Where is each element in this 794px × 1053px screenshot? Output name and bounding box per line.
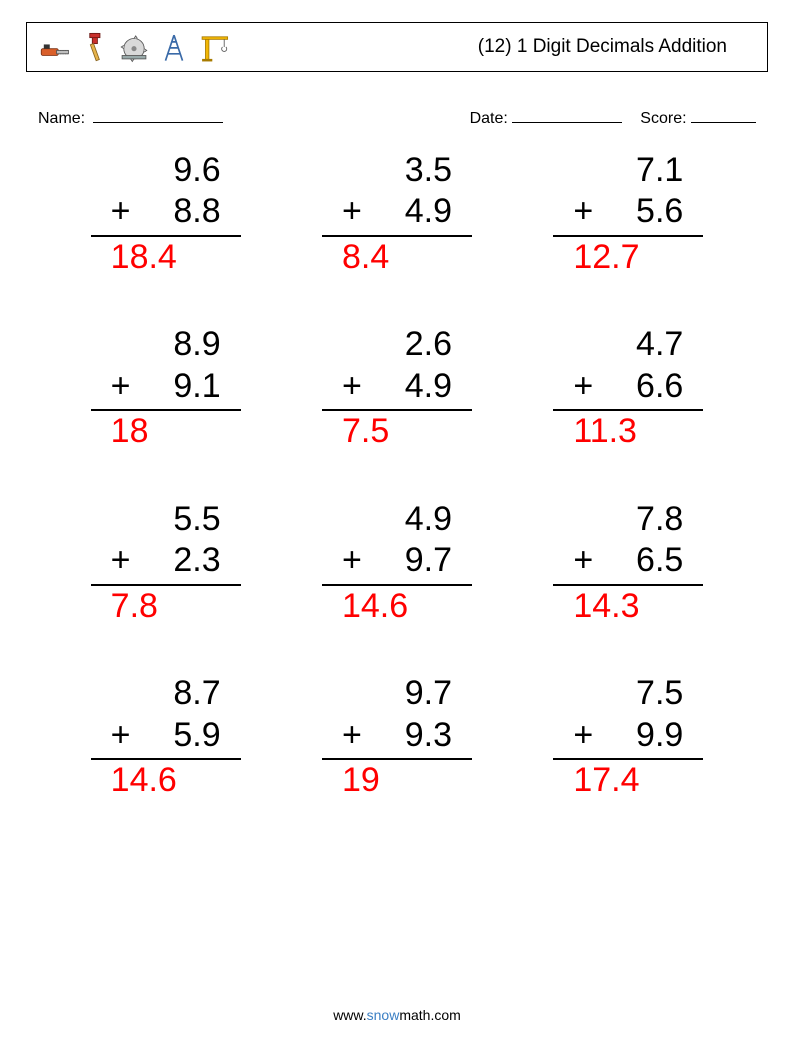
problem: 5.5+2.3 7.8 [91,499,241,627]
operand-2: 8.8 [173,191,220,232]
plus-sign: + [111,191,131,232]
answer: 14.6 [91,760,241,801]
plus-sign: + [342,715,362,756]
answer: 7.5 [322,411,472,452]
operand-2: 9.3 [405,715,452,756]
operand-1: 5.5 [91,499,241,540]
worksheet-title: (12) 1 Digit Decimals Addition [478,36,757,58]
score-label: Score: [640,110,686,127]
score-blank [691,106,756,123]
operand-2: 4.9 [405,191,452,232]
answer: 14.6 [322,586,472,627]
problem: 4.7+6.611.3 [553,324,703,452]
operand-2: 6.6 [636,366,683,407]
answer: 14.3 [553,586,703,627]
operand-1: 7.8 [553,499,703,540]
operand-1: 4.9 [322,499,472,540]
plus-sign: + [573,540,593,581]
header-bar: (12) 1 Digit Decimals Addition [26,22,768,72]
info-row: Name: Date: Score: [38,106,756,128]
crane-icon [197,30,231,64]
footer: www.snowmath.com [0,1007,794,1023]
operand-1: 7.1 [553,150,703,191]
answer: 12.7 [553,237,703,278]
plus-sign: + [111,540,131,581]
name-blank [93,106,223,123]
operand-2: 5.6 [636,191,683,232]
operand-1: 9.6 [91,150,241,191]
chainsaw-icon [37,30,71,64]
problem: 2.6+4.97.5 [322,324,472,452]
operand-1: 9.7 [322,673,472,714]
footer-brand: snow [367,1007,400,1023]
answer: 17.4 [553,760,703,801]
problem: 9.7+9.319 [322,673,472,801]
answer: 8.4 [322,237,472,278]
worksheet-page: (12) 1 Digit Decimals Addition Name: Dat… [0,0,794,1053]
operand-2: 9.7 [405,540,452,581]
plus-sign: + [342,366,362,407]
saw-blade-icon [117,30,151,64]
operand-1: 8.7 [91,673,241,714]
operand-2: 9.1 [173,366,220,407]
operand-2: 6.5 [636,540,683,581]
operand-2: 2.3 [173,540,220,581]
footer-tld: .com [430,1007,460,1023]
ladder-icon [157,30,191,64]
name-label: Name: [38,110,85,128]
answer: 19 [322,760,472,801]
plus-sign: + [573,715,593,756]
problem: 4.9+9.7 14.6 [322,499,472,627]
tool-icons [37,30,231,64]
problem: 7.1+5.6 12.7 [553,150,703,278]
problem: 8.9+9.118 [91,324,241,452]
date-blank [512,106,622,123]
operand-1: 7.5 [553,673,703,714]
operand-1: 3.5 [322,150,472,191]
answer: 18 [91,411,241,452]
plus-sign: + [342,191,362,232]
answer: 7.8 [91,586,241,627]
operand-2: 4.9 [405,366,452,407]
operand-1: 8.9 [91,324,241,365]
answer: 18.4 [91,237,241,278]
problem: 3.5+4.9 8.4 [322,150,472,278]
date-label: Date: [470,110,508,127]
operand-2: 9.9 [636,715,683,756]
problem: 8.7+5.914.6 [91,673,241,801]
pipe-wrench-icon [77,30,111,64]
problem: 7.8+6.5 14.3 [553,499,703,627]
plus-sign: + [573,366,593,407]
plus-sign: + [573,191,593,232]
operand-1: 2.6 [322,324,472,365]
answer: 11.3 [553,411,703,452]
footer-www: www. [333,1007,366,1023]
plus-sign: + [342,540,362,581]
footer-suffix: math [399,1007,430,1023]
problem: 7.5+9.917.4 [553,673,703,801]
operand-2: 5.9 [173,715,220,756]
plus-sign: + [111,715,131,756]
plus-sign: + [111,366,131,407]
problems-grid: 9.6+8.818.4 3.5+4.98.4 7.1+5.612.7 8.9+9… [60,150,734,802]
operand-1: 4.7 [553,324,703,365]
problem: 9.6+8.8 18.4 [91,150,241,278]
